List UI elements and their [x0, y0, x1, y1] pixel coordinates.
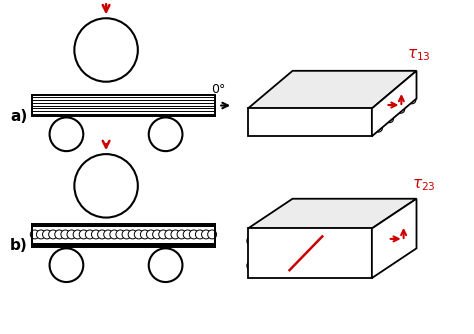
- Circle shape: [55, 230, 64, 239]
- Circle shape: [49, 230, 58, 239]
- Circle shape: [140, 230, 149, 239]
- Circle shape: [291, 235, 302, 246]
- Text: b): b): [10, 238, 27, 253]
- Circle shape: [386, 94, 393, 102]
- Circle shape: [177, 230, 186, 239]
- Circle shape: [98, 230, 107, 239]
- Circle shape: [408, 75, 416, 83]
- Circle shape: [300, 235, 311, 246]
- Circle shape: [386, 115, 393, 123]
- Circle shape: [309, 235, 320, 246]
- Circle shape: [74, 154, 138, 217]
- Circle shape: [344, 260, 355, 271]
- Circle shape: [159, 230, 168, 239]
- Circle shape: [309, 260, 320, 271]
- Circle shape: [273, 260, 284, 271]
- Bar: [32, 223, 215, 227]
- Circle shape: [110, 230, 119, 239]
- Bar: [32, 95, 215, 117]
- Circle shape: [256, 235, 267, 246]
- Circle shape: [247, 235, 258, 246]
- Circle shape: [67, 230, 76, 239]
- Circle shape: [318, 235, 328, 246]
- Circle shape: [336, 235, 346, 246]
- Circle shape: [189, 230, 198, 239]
- Circle shape: [362, 235, 373, 246]
- Polygon shape: [372, 71, 417, 136]
- Circle shape: [291, 260, 302, 271]
- Text: a): a): [10, 109, 27, 124]
- Text: $\tau_{13}$: $\tau_{13}$: [407, 47, 430, 63]
- Circle shape: [408, 89, 416, 97]
- Polygon shape: [248, 109, 372, 136]
- Circle shape: [353, 235, 364, 246]
- Circle shape: [327, 260, 337, 271]
- Circle shape: [344, 235, 355, 246]
- Circle shape: [386, 108, 393, 116]
- Circle shape: [149, 118, 182, 151]
- Circle shape: [128, 230, 137, 239]
- Text: $\tau_{23}$: $\tau_{23}$: [411, 177, 436, 193]
- Circle shape: [386, 101, 393, 109]
- Circle shape: [273, 235, 284, 246]
- Circle shape: [397, 92, 405, 99]
- Circle shape: [374, 110, 383, 118]
- Circle shape: [43, 230, 52, 239]
- Circle shape: [283, 235, 293, 246]
- Circle shape: [408, 96, 416, 104]
- Circle shape: [362, 260, 373, 271]
- Circle shape: [91, 230, 100, 239]
- Circle shape: [149, 248, 182, 282]
- Circle shape: [408, 82, 416, 90]
- Circle shape: [30, 230, 39, 239]
- Text: 0°: 0°: [211, 82, 225, 96]
- Polygon shape: [372, 199, 417, 278]
- Circle shape: [79, 230, 88, 239]
- Polygon shape: [248, 199, 417, 228]
- Circle shape: [50, 118, 83, 151]
- Circle shape: [195, 230, 204, 239]
- Circle shape: [397, 85, 405, 93]
- Circle shape: [183, 230, 192, 239]
- Circle shape: [122, 230, 131, 239]
- Polygon shape: [248, 71, 417, 109]
- Circle shape: [61, 230, 70, 239]
- Circle shape: [283, 260, 293, 271]
- Circle shape: [300, 260, 311, 271]
- Circle shape: [327, 235, 337, 246]
- Circle shape: [134, 230, 143, 239]
- Circle shape: [50, 248, 83, 282]
- Circle shape: [397, 98, 405, 106]
- Polygon shape: [248, 228, 372, 278]
- Circle shape: [146, 230, 155, 239]
- Circle shape: [153, 230, 162, 239]
- Circle shape: [397, 105, 405, 113]
- Circle shape: [374, 117, 383, 125]
- Circle shape: [116, 230, 125, 239]
- Circle shape: [36, 230, 46, 239]
- Circle shape: [74, 18, 138, 82]
- Circle shape: [104, 230, 113, 239]
- Circle shape: [353, 260, 364, 271]
- Circle shape: [201, 230, 210, 239]
- Bar: [32, 243, 215, 247]
- Circle shape: [336, 260, 346, 271]
- Circle shape: [264, 260, 275, 271]
- Circle shape: [171, 230, 180, 239]
- Circle shape: [208, 230, 217, 239]
- Circle shape: [165, 230, 174, 239]
- Circle shape: [374, 103, 383, 111]
- Circle shape: [374, 124, 383, 132]
- Circle shape: [256, 260, 267, 271]
- Bar: [32, 223, 215, 247]
- Circle shape: [318, 260, 328, 271]
- Circle shape: [247, 260, 258, 271]
- Circle shape: [264, 235, 275, 246]
- Circle shape: [73, 230, 82, 239]
- Circle shape: [85, 230, 94, 239]
